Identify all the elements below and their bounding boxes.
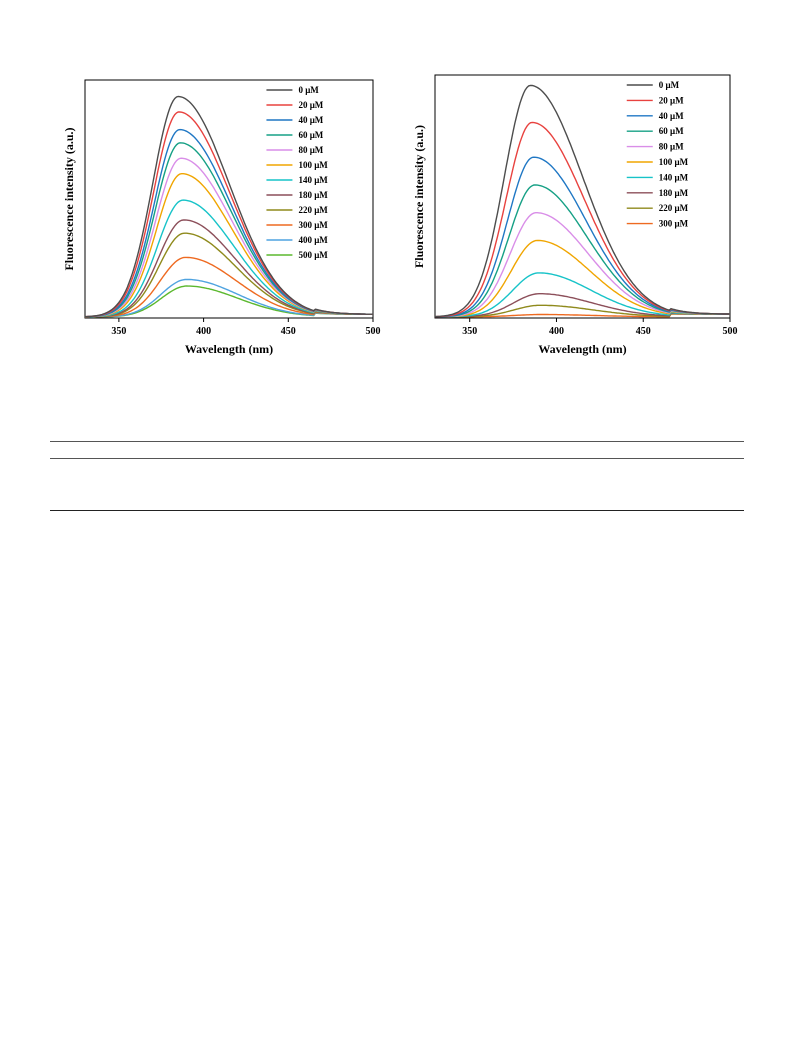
x-tick-label: 350 [462, 326, 477, 337]
series-line [85, 95, 373, 318]
legend-label: 0 μM [659, 80, 680, 90]
x-tick-label: 500 [723, 326, 738, 337]
legend-label: 300 μM [298, 220, 328, 230]
table-bottom-rule [50, 510, 744, 511]
legend-label: 500 μM [298, 250, 328, 260]
y-axis-title: Fluorescence intensity (a.u.) [412, 125, 426, 268]
legend-label: 180 μM [659, 188, 689, 198]
x-axis-title: Wavelength (nm) [185, 342, 273, 356]
chart-right-svg: 350 400 450 500 Wavelength (nm) Fluorescence … [412, 74, 738, 356]
legend-label: 20 μM [298, 100, 323, 110]
legend-label: 60 μM [659, 126, 684, 136]
y-axis-title: Fluorescence intensity (a.u.) [62, 127, 76, 270]
chart-left-svg: 350 400 450 500 Wavelength (nm) Fluorescence … [62, 79, 381, 356]
legend-label: 220 μM [659, 203, 689, 213]
x-tick-label: 450 [636, 326, 651, 337]
fluorescence-chart-left: 350 400 450 500 Wavelength (nm) Fluorescence … [55, 79, 385, 360]
legend-label: 0 μM [298, 85, 319, 95]
x-tick-label: 450 [281, 326, 296, 337]
legend-label: 40 μM [298, 115, 323, 125]
x-tick-label: 350 [111, 326, 126, 337]
series-line [435, 239, 730, 318]
x-axis-title: Wavelength (nm) [538, 342, 626, 356]
x-tick-label: 500 [366, 326, 381, 337]
plot-frame [84, 79, 374, 319]
legend-label: 140 μM [659, 172, 689, 182]
x-tick-label: 400 [196, 326, 211, 337]
plot-frame [434, 74, 731, 319]
series-line [434, 84, 730, 318]
legend-label: 140 μM [298, 175, 328, 185]
legend-label: 300 μM [659, 219, 689, 229]
table-top-rule [50, 441, 744, 442]
legend-label: 100 μM [298, 160, 328, 170]
legend-label: 80 μM [659, 142, 684, 152]
fluorescence-chart-right: 350 400 450 500 Wavelength (nm) Fluorescence … [405, 74, 745, 360]
legend-label: 20 μM [659, 95, 684, 105]
x-tick-label: 400 [549, 326, 564, 337]
table-header-rule [50, 458, 744, 459]
legend-label: 80 μM [298, 145, 323, 155]
legend-label: 40 μM [659, 111, 684, 121]
legend-label: 220 μM [298, 205, 328, 215]
legend-label: 60 μM [298, 130, 323, 140]
legend-label: 100 μM [659, 157, 689, 167]
legend-label: 180 μM [298, 190, 328, 200]
legend-label: 400 μM [298, 235, 328, 245]
